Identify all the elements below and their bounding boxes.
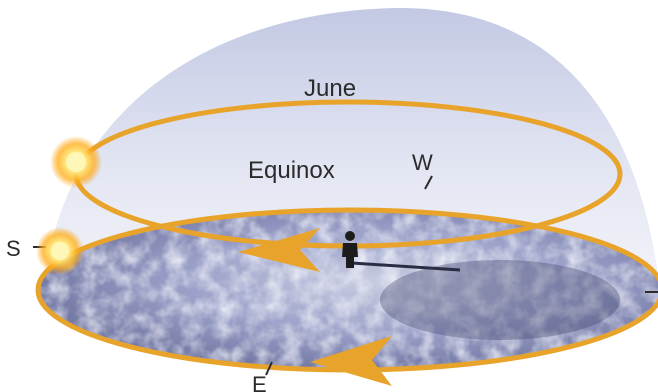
june-path-arrow <box>238 228 320 272</box>
sun-icon <box>36 227 84 275</box>
june-label: June <box>304 75 356 102</box>
west-label: W <box>412 150 433 175</box>
south-label: S <box>6 236 21 261</box>
sun-icon <box>50 136 102 188</box>
west-tick <box>424 175 433 190</box>
observer-shadow <box>351 261 461 272</box>
east-label: E <box>252 372 267 392</box>
equinox-path-arrow <box>310 336 392 386</box>
east-tick <box>265 361 273 376</box>
equinox-label: Equinox <box>248 157 335 184</box>
person-icon <box>342 231 358 268</box>
